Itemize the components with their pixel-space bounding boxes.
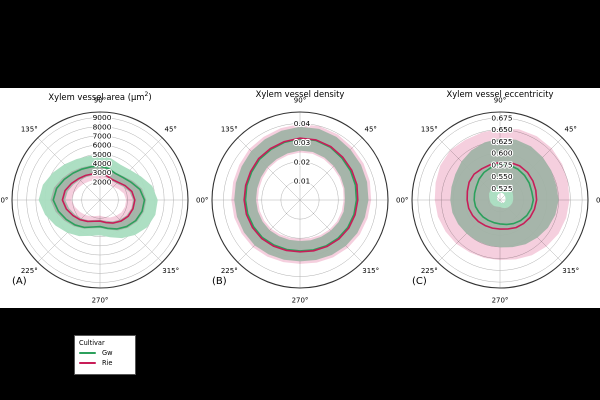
panel-b-letter: (B) — [212, 276, 227, 287]
panel-xylem-vessel-density: Xylem vessel density 0° 45° 90° 135° 180° 225… — [200, 88, 400, 308]
radial-tick-label: 0.04 — [294, 119, 311, 128]
angular-tick-45deg: 45° — [164, 126, 176, 134]
radial-tick-label: 0.525 — [491, 184, 512, 193]
radial-tick-label: 0.600 — [491, 149, 512, 158]
radial-tick-label: 6000 — [93, 141, 112, 150]
legend-swatch-rie — [79, 362, 96, 364]
angular-tick-270deg: 270° — [492, 296, 509, 304]
angular-tick-90deg: 90° — [494, 96, 506, 104]
legend-label-gw: Gw — [102, 348, 113, 357]
radial-tick-label: 0.575 — [491, 160, 512, 169]
legend-item-gw[interactable]: Gw — [79, 348, 135, 357]
angular-tick-0deg: 0° — [596, 196, 600, 204]
angular-tick-225deg: 225° — [21, 267, 38, 275]
panel-xylem-vessel-eccentricity: Xylem vessel eccentricity 0° 45° 90° 135° 18… — [400, 88, 600, 308]
angular-tick-0deg: 0° — [396, 196, 400, 204]
panel-xylem-vessel-area: Xylem vessel area (μm2) 0° 45° 90° 135° 180°… — [0, 88, 200, 375]
angular-tick-225deg: 225° — [421, 267, 438, 275]
radial-tick-label: 8000 — [93, 122, 112, 131]
radial-tick-label: 7000 — [93, 131, 112, 140]
legend-label-rie: Rie — [102, 359, 113, 367]
radial-tick-label: 3000 — [93, 168, 112, 177]
angular-tick-90deg: 90° — [294, 96, 306, 104]
polar-plot-c: 0° 45° 90° 135° 180° 225° 270° 315° 0.525 0.550 0.… — [400, 96, 600, 304]
radial-tick-label: 0.625 — [491, 137, 512, 146]
angular-tick-0deg: 0° — [196, 196, 200, 204]
angular-tick-90deg: 90° — [94, 96, 106, 104]
panel-c-letter: (C) — [412, 276, 427, 287]
figure-canvas: Xylem vessel area (μm2) 0° 45° 90° 135° 180°… — [0, 88, 600, 375]
polar-plot-a: 0° 45° 90° 135° 180° 225° 270° 315° 200030004000… — [0, 96, 200, 304]
angular-tick-315deg: 315° — [362, 267, 379, 275]
angular-tick-135deg: 135° — [21, 126, 38, 134]
angular-tick-45deg: 45° — [364, 126, 376, 134]
angular-tick-315deg: 315° — [162, 267, 179, 275]
radial-tick-label: 0.550 — [491, 172, 512, 181]
radial-tick-label: 0.01 — [294, 176, 311, 185]
radial-tick-label: 0.650 — [491, 125, 512, 134]
panel-a-letter: (A) — [12, 276, 27, 287]
panel-a-title: Xylem vessel area (μm2) — [48, 91, 152, 102]
radial-tick-label: 4000 — [93, 159, 112, 168]
legend-item-rie[interactable]: Rie — [79, 359, 135, 368]
radial-tick-label: 9000 — [93, 113, 112, 122]
radial-tick-label: 2000 — [93, 177, 112, 186]
legend: Cultivar Gw Rie — [74, 335, 136, 375]
legend-title: Cultivar — [79, 338, 105, 347]
panel-b-title: Xylem vessel density — [255, 89, 345, 99]
radial-tick-label: 0.675 — [491, 113, 512, 122]
angular-tick-180deg: 180° — [0, 196, 8, 204]
radial-tick-label: 0.03 — [294, 138, 311, 147]
panel-c-title: Xylem vessel eccentricity — [446, 89, 554, 99]
angular-tick-135deg: 135° — [221, 126, 238, 134]
legend-swatch-gw — [79, 351, 96, 354]
angular-tick-45deg: 45° — [564, 126, 576, 134]
radial-tick-label: 0.02 — [294, 157, 310, 166]
angular-tick-225deg: 225° — [221, 267, 238, 275]
angular-tick-180deg: 180° — [200, 196, 208, 204]
angular-tick-270deg: 270° — [92, 296, 109, 304]
radial-tick-label: 5000 — [93, 150, 112, 159]
angular-tick-135deg: 135° — [421, 126, 438, 134]
polar-plot-b: 0° 45° 90° 135° 180° 225° 270° 315° 0.01 0.02 0.03… — [200, 96, 400, 304]
angular-tick-180deg: 180° — [400, 196, 408, 204]
angular-tick-270deg: 270° — [292, 296, 309, 304]
angular-tick-315deg: 315° — [562, 267, 579, 275]
